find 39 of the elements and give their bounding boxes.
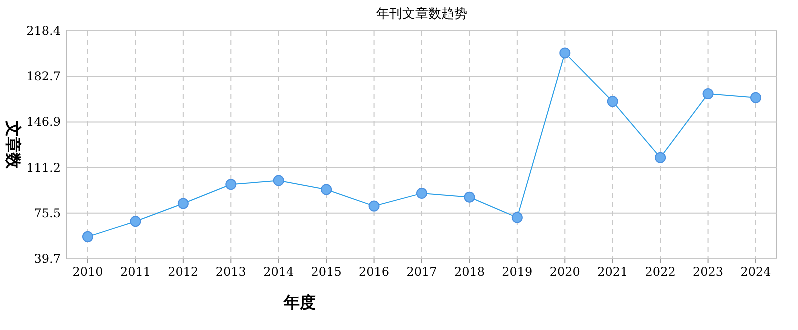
- x-tick-label: 2015: [311, 265, 342, 279]
- x-tick-label: 2010: [72, 265, 104, 279]
- chart-title: 年刊文章数趋势: [376, 7, 468, 22]
- point: [560, 48, 571, 59]
- point: [273, 175, 284, 186]
- point: [464, 192, 476, 203]
- y-tick-label: 182.7: [26, 70, 61, 84]
- y-tick-label: 39.7: [34, 252, 61, 266]
- point: [130, 216, 142, 228]
- x-tick-label: 2013: [216, 265, 246, 279]
- point: [321, 184, 332, 196]
- x-tick-label: 2023: [693, 265, 724, 279]
- point: [226, 179, 237, 190]
- x-tick-label: 2019: [502, 265, 533, 279]
- point: [178, 198, 189, 210]
- y-axis-title: 文章数: [4, 120, 23, 170]
- x-tick-label: 2021: [598, 265, 628, 279]
- x-axis-title: 年度: [283, 293, 316, 312]
- x-tick-label: 2018: [454, 265, 485, 279]
- point: [368, 200, 380, 212]
- point: [607, 96, 618, 108]
- x-tick-label: 2016: [359, 265, 390, 279]
- x-tick-label: 2024: [740, 265, 772, 279]
- point: [655, 152, 666, 164]
- x-tick-label: 2011: [120, 265, 151, 279]
- y-tick-label: 218.4: [26, 24, 62, 38]
- point: [512, 212, 523, 224]
- point: [416, 188, 428, 200]
- x-tick-label: 2012: [168, 265, 199, 279]
- x-tick-label: 2020: [550, 265, 580, 279]
- x-tick-label: 2017: [406, 265, 438, 279]
- y-tick-label: 75.5: [34, 206, 61, 220]
- point: [82, 231, 94, 242]
- x-tick-label: 2022: [645, 265, 676, 279]
- y-tick-label: 111.2: [26, 160, 61, 175]
- y-tick-label: 146.9: [26, 115, 61, 130]
- point: [750, 92, 762, 104]
- x-tick-label: 2014: [264, 265, 294, 279]
- point: [702, 88, 714, 100]
